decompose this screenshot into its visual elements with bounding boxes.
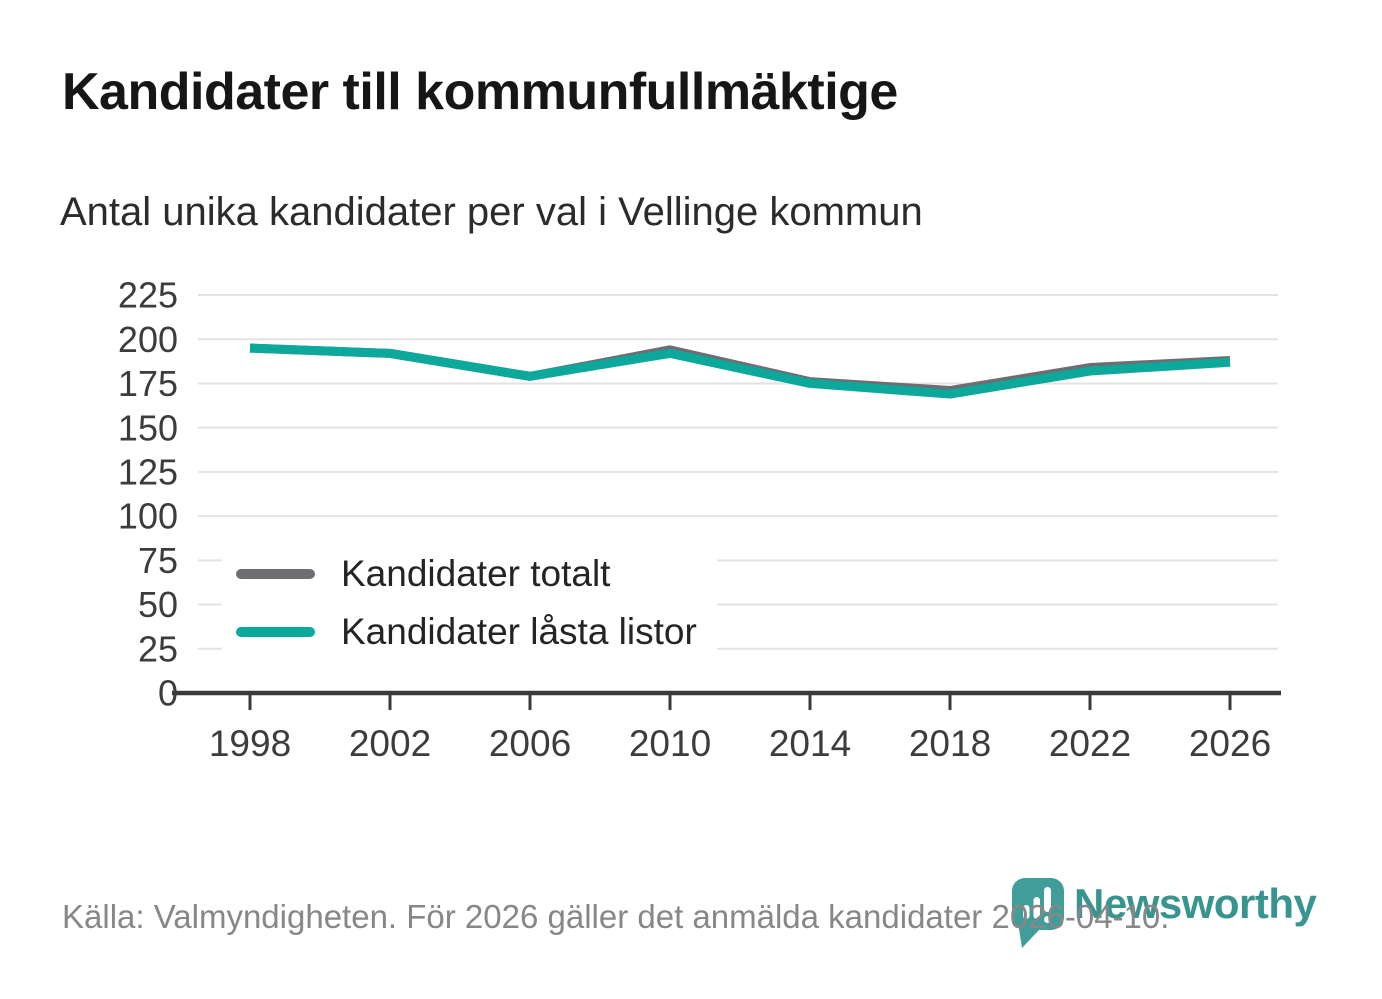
series-line-1 xyxy=(249,343,1231,399)
y-axis-label: 225 xyxy=(118,275,178,316)
x-axis-label: 2014 xyxy=(769,723,851,764)
y-axis-label: 175 xyxy=(118,363,178,404)
legend-item-totalt: Kandidater totalt xyxy=(236,552,697,596)
y-axis-label: 150 xyxy=(118,407,178,448)
legend-label-lasta-listor: Kandidater låsta listor xyxy=(341,611,697,652)
y-axis-label: 0 xyxy=(158,673,178,714)
chart-subtitle: Antal unika kandidater per val i Velling… xyxy=(60,190,923,234)
page-title: Kandidater till kommunfullmäktige xyxy=(62,63,898,121)
legend-item-lasta-listor: Kandidater låsta listor xyxy=(236,610,697,654)
newsworthy-logo-icon xyxy=(1012,878,1064,948)
y-axis-label: 25 xyxy=(138,628,178,669)
x-axis-label: 2010 xyxy=(629,723,711,764)
newsworthy-logo-text: Newsworthy xyxy=(1074,880,1317,927)
legend-swatch-totalt-icon xyxy=(236,569,315,579)
y-axis-label: 75 xyxy=(138,540,178,581)
x-axis-label: 2026 xyxy=(1189,723,1271,764)
x-axis-label: 2022 xyxy=(1049,723,1131,764)
x-axis-label: 2002 xyxy=(349,723,431,764)
y-axis-label: 125 xyxy=(118,451,178,492)
source-note: Källa: Valmyndigheten. För 2026 gäller d… xyxy=(62,898,1170,935)
legend-label-totalt: Kandidater totalt xyxy=(341,553,611,594)
y-axis-label: 200 xyxy=(118,319,178,360)
y-axis-label: 50 xyxy=(138,584,178,625)
y-axis-label: 100 xyxy=(118,496,178,537)
chart-legend: Kandidater totalt Kandidater låsta listo… xyxy=(222,544,717,666)
x-axis-label: 1998 xyxy=(209,723,291,764)
legend-swatch-lasta-listor-icon xyxy=(236,627,315,637)
x-axis-label: 2006 xyxy=(489,723,571,764)
x-axis-label: 2018 xyxy=(909,723,991,764)
